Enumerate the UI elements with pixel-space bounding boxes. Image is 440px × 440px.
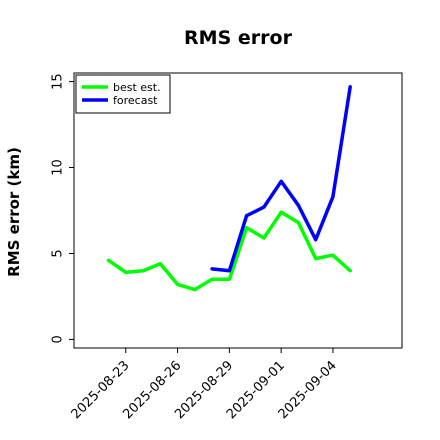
y-tick-label: 10 xyxy=(51,159,66,176)
series-line-1 xyxy=(210,85,352,273)
plot-frame xyxy=(73,72,403,349)
y-tick-label: 5 xyxy=(51,249,66,257)
series-lines xyxy=(106,85,352,292)
y-tick-label: 0 xyxy=(51,335,66,343)
legend-label-0: best est. xyxy=(113,81,161,94)
y-axis: 0 5 10 15 xyxy=(51,73,74,344)
y-tick-label: 15 xyxy=(51,73,66,90)
legend-box xyxy=(75,74,171,114)
series-line-0 xyxy=(106,210,352,292)
legend-label-1: forecast xyxy=(113,94,158,107)
y-axis-label: RMS error (km) xyxy=(5,147,23,277)
x-axis: 2025-08-232025-08-262025-08-292025-09-01… xyxy=(69,348,340,422)
legend: best est.forecast xyxy=(75,74,171,114)
chart-title: RMS error xyxy=(184,27,293,49)
